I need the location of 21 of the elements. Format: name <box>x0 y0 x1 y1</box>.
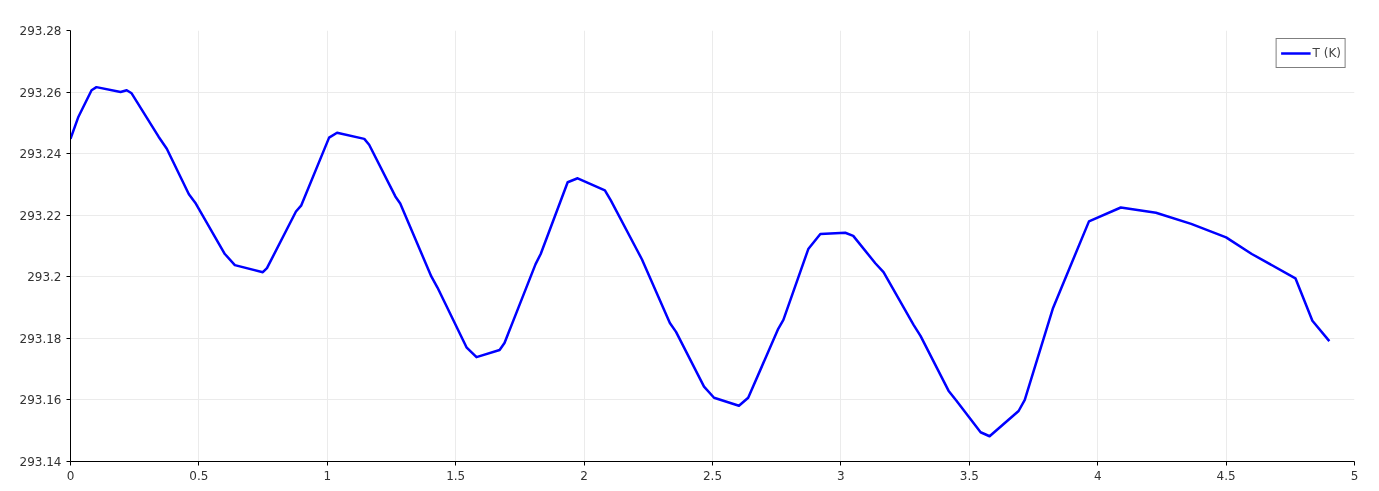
x-tick-label: 4.5 <box>1216 468 1236 483</box>
x-tick-label: 0.5 <box>189 468 209 483</box>
y-tick-label: 293.14 <box>19 455 62 469</box>
x-tick-label: 2 <box>580 468 588 483</box>
x-tick-label: 3 <box>837 468 845 483</box>
x-tick-label: 4 <box>1093 468 1102 483</box>
line-series <box>70 85 1331 438</box>
y-tick-label: 293.28 <box>19 24 62 38</box>
y-tick-label: 293.26 <box>19 85 62 100</box>
y-tick-label: 293.16 <box>19 393 62 408</box>
legend-label: T (K) <box>1312 46 1341 60</box>
y-tick-label: 293.24 <box>19 147 62 162</box>
x-tick-label: 0 <box>66 468 75 483</box>
x-tick-label: 1.5 <box>446 468 466 483</box>
x-tick-label: 5 <box>1350 468 1359 483</box>
x-tick-label: 3.5 <box>959 468 979 483</box>
x-tick-label: 2.5 <box>702 468 723 483</box>
x-tick-label: 1 <box>323 468 332 483</box>
y-tick-label: 293.2 <box>27 270 62 285</box>
y-tick-label: 293.18 <box>19 331 62 346</box>
y-tick-label: 293.22 <box>19 208 62 223</box>
